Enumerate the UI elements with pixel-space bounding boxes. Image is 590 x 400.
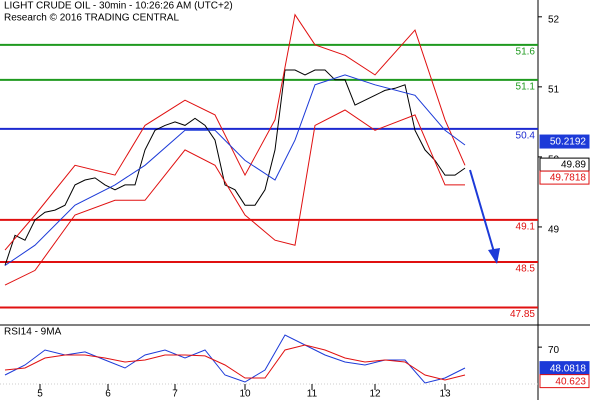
series-line bbox=[4, 69, 466, 266]
price-tag-label: 50.2192 bbox=[550, 137, 587, 148]
price-tag-label: 49.89 bbox=[561, 160, 586, 171]
price-tag-label: 40.623 bbox=[555, 376, 586, 387]
level-label: 51.6 bbox=[516, 46, 536, 57]
price-tag bbox=[539, 374, 590, 389]
rsi-title: RSI14 - 9MA bbox=[4, 327, 62, 338]
chart-title: LIGHT CRUDE OIL - 30min - 10:26:26 AM (U… bbox=[4, 1, 233, 12]
y-tick-label: 70 bbox=[548, 345, 560, 356]
level-label: 48.5 bbox=[516, 264, 536, 275]
series-line bbox=[4, 74, 466, 266]
x-tick-label: 12 bbox=[369, 389, 381, 400]
series-line bbox=[4, 13, 466, 251]
series-line bbox=[4, 344, 466, 381]
level-label: 50.4 bbox=[516, 131, 536, 142]
x-tick-label: 11 bbox=[307, 389, 318, 400]
x-tick-label: 6 bbox=[105, 389, 111, 400]
x-tick-label: 5 bbox=[37, 389, 43, 400]
price-tag-label: 48.0818 bbox=[550, 363, 587, 374]
price-tag-label: 49.7818 bbox=[550, 173, 587, 184]
series-line bbox=[4, 109, 465, 286]
y-tick-label: 49 bbox=[548, 225, 560, 236]
y-tick-label: 52 bbox=[548, 14, 560, 25]
x-tick-label: 7 bbox=[172, 389, 178, 400]
forecast-arrow bbox=[469, 169, 500, 264]
y-tick-label: 51 bbox=[548, 84, 560, 95]
x-tick-label: 13 bbox=[439, 389, 451, 400]
x-tick-label: 10 bbox=[239, 389, 251, 400]
price-tag bbox=[539, 134, 590, 149]
price-tag bbox=[539, 170, 590, 185]
chart-subtitle: Research © 2016 TRADING CENTRAL bbox=[4, 13, 179, 24]
level-label: 49.1 bbox=[516, 222, 536, 233]
level-label: 51.1 bbox=[516, 81, 536, 92]
level-label: 47.85 bbox=[510, 309, 535, 320]
